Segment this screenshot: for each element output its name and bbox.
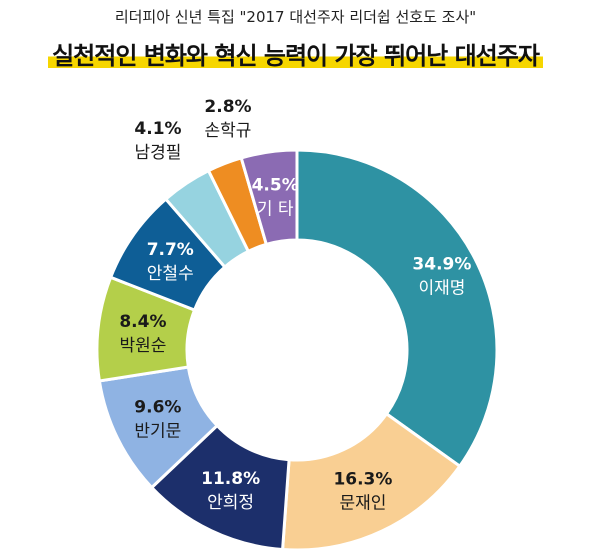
- slice-name-남경필: 남경필: [135, 143, 182, 163]
- slice-value-안철수: 7.7%: [147, 240, 194, 260]
- slice-name-반기문: 반기문: [134, 421, 181, 441]
- chart-title: 실천적인 변화와 혁신 능력이 가장 뛰어난 대선주자: [48, 36, 543, 71]
- slice-value-박원순: 8.4%: [119, 312, 166, 332]
- slice-value-손학규: 2.8%: [204, 97, 251, 117]
- slice-value-안희정: 11.8%: [201, 469, 260, 489]
- slice-name-기타: 기 타: [257, 200, 294, 220]
- slice-value-기타: 4.5%: [252, 176, 299, 196]
- slice-기타: [239, 148, 299, 247]
- slice-value-남경필: 4.1%: [134, 119, 181, 139]
- slice-name-손학규: 손학규: [205, 121, 252, 141]
- title-wrap: 실천적인 변화와 혁신 능력이 가장 뛰어난 대선주자: [0, 36, 591, 71]
- slice-name-박원순: 박원순: [119, 336, 166, 356]
- slice-문재인: [280, 411, 462, 552]
- slice-value-문재인: 16.3%: [333, 469, 392, 489]
- slice-name-안희정: 안희정: [207, 493, 254, 513]
- slice-value-이재명: 34.9%: [412, 254, 471, 274]
- slice-name-문재인: 문재인: [339, 493, 386, 513]
- slice-name-안철수: 안철수: [147, 264, 194, 284]
- slice-name-이재명: 이재명: [418, 278, 465, 298]
- caption: 리더피아 신년 특집 "2017 대선주자 리더쉽 선호도 조사": [114, 8, 477, 26]
- slice-value-반기문: 9.6%: [134, 397, 181, 417]
- slice-이재명: [295, 148, 499, 469]
